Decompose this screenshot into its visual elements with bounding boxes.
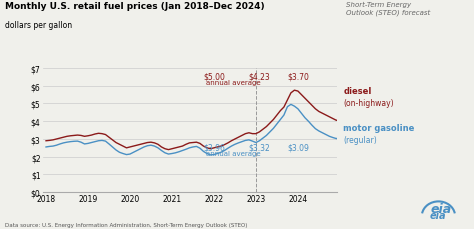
Text: (regular): (regular): [343, 135, 377, 144]
Text: diesel: diesel: [343, 87, 372, 96]
Text: Monthly U.S. retail fuel prices (Jan 2018–Dec 2024): Monthly U.S. retail fuel prices (Jan 201…: [5, 2, 264, 11]
Text: $4.23: $4.23: [248, 72, 270, 81]
Text: Short-Term Energy
Outlook (STEO) forecast: Short-Term Energy Outlook (STEO) forecas…: [346, 2, 430, 16]
Text: $5.00: $5.00: [203, 72, 225, 81]
Text: annual average: annual average: [206, 80, 260, 86]
Text: annual average: annual average: [206, 150, 260, 156]
Text: $3.70: $3.70: [287, 72, 309, 81]
Text: eia: eia: [430, 210, 447, 220]
Text: eia: eia: [430, 202, 451, 215]
Text: $3.96: $3.96: [203, 143, 225, 152]
Text: dollars per gallon: dollars per gallon: [5, 21, 72, 30]
Text: $3.09: $3.09: [287, 143, 309, 152]
Text: Data source: U.S. Energy Information Administration, Short-Term Energy Outlook (: Data source: U.S. Energy Information Adm…: [5, 222, 247, 227]
Text: $3.32: $3.32: [248, 143, 270, 152]
Text: (on-highway): (on-highway): [343, 98, 394, 108]
Text: motor gasoline: motor gasoline: [343, 124, 415, 133]
